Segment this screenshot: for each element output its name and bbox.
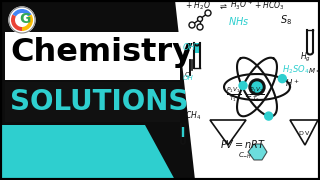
Text: $C_{-H}$: $C_{-H}$ [238, 151, 252, 161]
Text: $M=$: $M=$ [308, 66, 320, 75]
Text: $CH_4$: $CH_4$ [185, 109, 201, 122]
Bar [5, 32, 180, 80]
Circle shape [189, 22, 195, 28]
Polygon shape [248, 144, 267, 160]
Polygon shape [165, 0, 320, 180]
Polygon shape [0, 0, 195, 180]
Circle shape [197, 17, 203, 21]
Circle shape [9, 7, 35, 33]
Text: Chemistry: Chemistry [10, 37, 193, 68]
Bar [181, 127, 185, 137]
Text: $H_g$: $H_g$ [300, 51, 311, 64]
Text: D: D [298, 131, 303, 136]
Circle shape [252, 82, 262, 92]
Text: $\rightleftharpoons$: $\rightleftharpoons$ [218, 2, 228, 11]
Text: G: G [19, 12, 30, 26]
Text: OH: OH [183, 75, 194, 81]
Polygon shape [0, 125, 175, 180]
Text: $\frac{P_1V_1}{T_1}$: $\frac{P_1V_1}{T_1}$ [226, 86, 241, 104]
Circle shape [197, 24, 203, 30]
Text: O: O [185, 72, 190, 78]
Bar [194, 43, 200, 53]
Circle shape [249, 79, 265, 95]
Text: V: V [305, 131, 309, 136]
Text: OH: OH [183, 43, 196, 52]
Text: $=$: $=$ [243, 90, 253, 99]
Wedge shape [11, 15, 22, 31]
Circle shape [265, 112, 273, 120]
Text: $+\ H_2O$: $+\ H_2O$ [185, 0, 211, 12]
Bar [5, 82, 180, 122]
Text: $H_3O^+$: $H_3O^+$ [230, 0, 253, 12]
Circle shape [239, 82, 247, 90]
Text: $H_2SO_4$: $H_2SO_4$ [282, 64, 310, 76]
Text: $PV=nRT$: $PV=nRT$ [220, 138, 266, 150]
Circle shape [205, 10, 211, 16]
Text: $+\ HCO_3$: $+\ HCO_3$ [254, 0, 285, 12]
Text: $S_8$: $S_8$ [280, 13, 292, 27]
Wedge shape [22, 15, 33, 31]
Text: SOLUTIONS: SOLUTIONS [10, 88, 188, 116]
Wedge shape [12, 9, 32, 17]
Circle shape [278, 75, 286, 83]
Text: $\frac{P_2V_2}{T_2}$: $\frac{P_2V_2}{T_2}$ [249, 86, 264, 104]
Text: $H^+$: $H^+$ [285, 77, 300, 89]
Text: $NHs$: $NHs$ [228, 15, 250, 27]
